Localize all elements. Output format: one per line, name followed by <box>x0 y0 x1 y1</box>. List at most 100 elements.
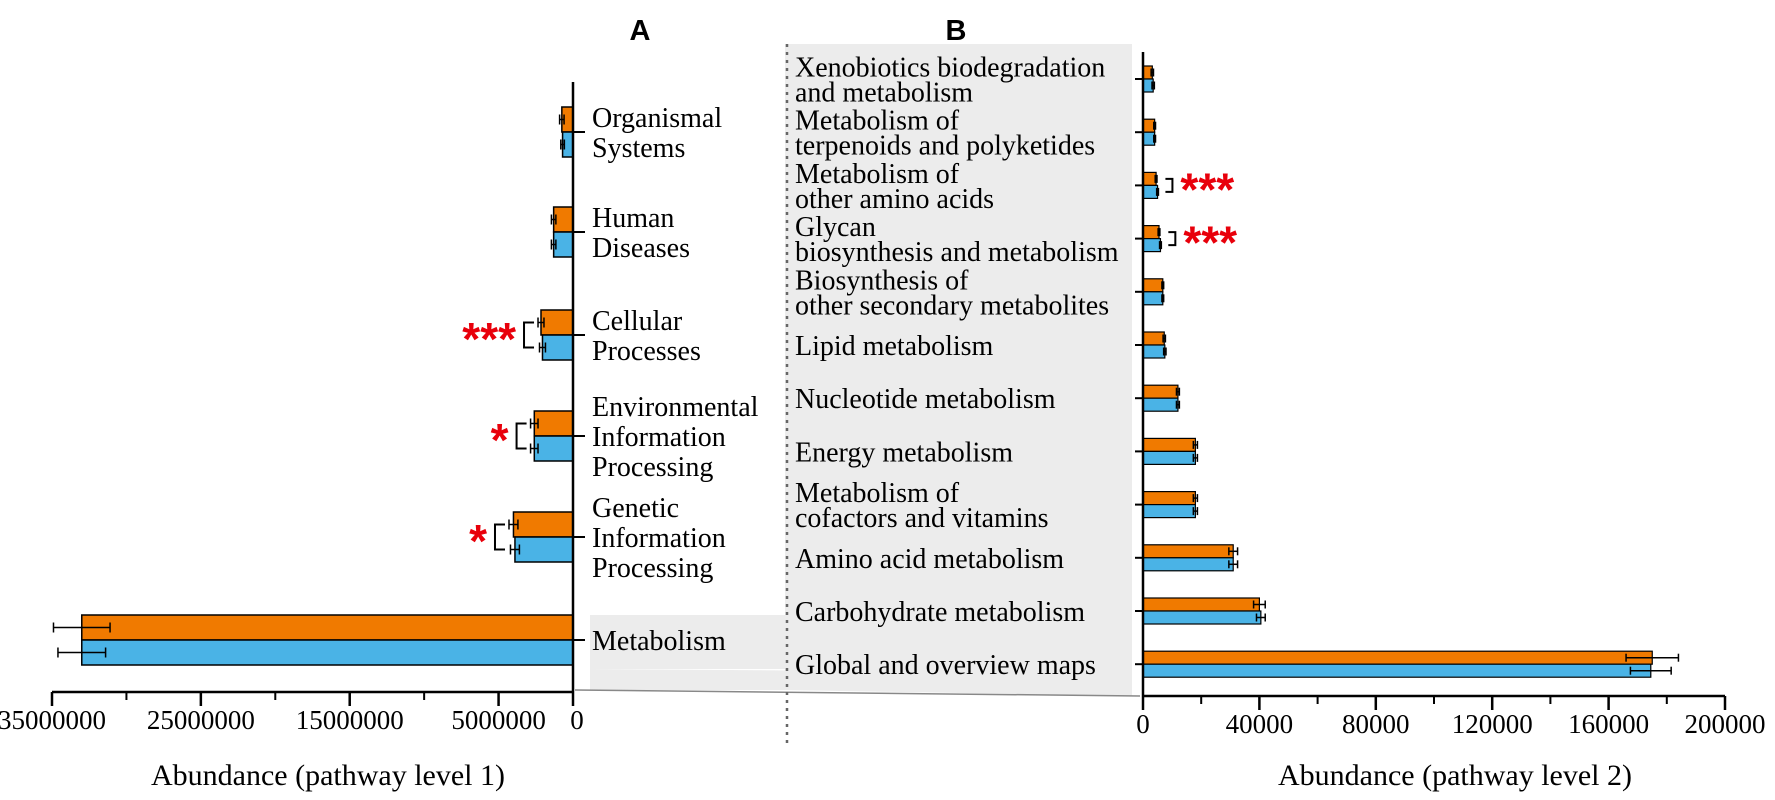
bar-b-series2 <box>1142 397 1179 412</box>
x-tick-label-b: 0 <box>1136 709 1150 739</box>
x-axis-title-b: Abundance (pathway level 2) <box>1278 759 1632 792</box>
x-axis-title-a: Abundance (pathway level 1) <box>151 759 505 792</box>
panel-label-b: B <box>946 15 967 47</box>
category-label-a: Organismal Systems <box>592 103 722 164</box>
significance-marker-a: * <box>469 515 487 567</box>
category-label-a-line: Information <box>592 523 726 554</box>
category-label-a: Genetic Information Processing <box>592 493 726 584</box>
category-label-a-line: Human <box>592 203 674 234</box>
category-label-b-line: Metabolism of <box>795 106 960 137</box>
x-tick-label-b: 80000 <box>1342 709 1410 739</box>
bar-b-series2 <box>1142 450 1196 465</box>
x-tick-label-a: 0 <box>570 705 584 735</box>
metabolism-label-shading <box>590 615 785 669</box>
x-tick-label-b: 40000 <box>1226 709 1294 739</box>
bar-a-series2 <box>81 639 574 666</box>
category-label-b: Glycan biosynthesis and metabolism <box>795 212 1119 268</box>
category-label-b: Energy metabolism <box>795 437 1013 468</box>
significance-bracket-b <box>1168 231 1177 247</box>
category-label-a-line: Cellular <box>592 306 683 337</box>
bar-b-series2 <box>1142 557 1234 572</box>
category-label-b-line: terpenoids and polyketides <box>795 131 1095 162</box>
category-label-b-line: cofactors and vitamins <box>795 503 1048 534</box>
x-tick-label-a: 15000000 <box>296 705 404 735</box>
category-label-b-line: Energy metabolism <box>795 437 1013 468</box>
category-label-b-line: Lipid metabolism <box>795 331 994 362</box>
panel-label-a: A <box>630 15 651 47</box>
category-label-b-line: Metabolism of <box>795 159 960 190</box>
x-tick-label-a: 35000000 <box>0 705 106 735</box>
bar-b-series1 <box>1142 278 1164 293</box>
category-label-b-line: Nucleotide metabolism <box>795 384 1056 415</box>
bar-a-series1 <box>512 511 574 538</box>
category-label-b-line: biosynthesis and metabolism <box>795 237 1119 268</box>
bar-b-series2 <box>1142 238 1162 253</box>
category-label-b-line: Biosynthesis of <box>795 265 969 296</box>
metabolism-expansion-connector <box>590 669 1132 696</box>
panel-b-label-shading <box>785 44 1132 673</box>
bar-a-series1 <box>540 309 574 336</box>
bar-b-series1 <box>1142 225 1160 240</box>
significance-marker-a: * <box>491 414 509 466</box>
significance-bracket-a <box>493 523 505 551</box>
category-label-a-line: Systems <box>592 133 685 164</box>
category-label-b-line: Carbohydrate metabolism <box>795 597 1085 628</box>
bar-b-series1 <box>1142 437 1196 452</box>
category-label-b-line: Global and overview maps <box>795 650 1096 681</box>
category-label-b: Lipid metabolism <box>795 331 994 362</box>
category-label-a-line: Information <box>592 422 726 453</box>
significance-bracket-b <box>1165 177 1174 193</box>
category-label-a-line: Processes <box>592 336 701 367</box>
x-tick-label-a: 5000000 <box>451 705 546 735</box>
category-label-b-line: Amino acid metabolism <box>795 544 1064 575</box>
category-label-b: Metabolism of terpenoids and polyketides <box>795 106 1095 162</box>
category-label-b: Nucleotide metabolism <box>795 384 1056 415</box>
bar-b-series2 <box>1142 291 1164 306</box>
category-label-b: Metabolism of other amino acids <box>795 159 994 215</box>
bar-b-series2 <box>1142 344 1166 359</box>
bar-b-series1 <box>1142 384 1179 399</box>
category-label-a-line: Genetic <box>592 493 679 524</box>
category-label-b-line: and metabolism <box>795 78 973 109</box>
bar-b-series2 <box>1142 184 1159 199</box>
significance-marker-a: *** <box>462 313 516 365</box>
category-label-b-line: other secondary metabolites <box>795 290 1109 321</box>
category-label-b-line: Xenobiotics biodegradation <box>795 53 1105 84</box>
category-label-b-line: other amino acids <box>795 184 994 215</box>
category-label-b: Amino acid metabolism <box>795 544 1064 575</box>
significance-bracket-a <box>515 422 527 450</box>
category-label-a-line: Diseases <box>592 233 690 264</box>
significance-bracket-a <box>523 321 535 349</box>
bar-b-series1 <box>1142 171 1157 186</box>
category-label-a-line: Processing <box>592 553 713 584</box>
x-tick-label-b: 200000 <box>1685 709 1766 739</box>
x-tick-label-b: 160000 <box>1568 709 1649 739</box>
category-label-a-line: Processing <box>592 452 713 483</box>
category-label-b-line: Metabolism of <box>795 478 960 509</box>
bar-b-series1 <box>1142 331 1165 346</box>
bar-a-series2 <box>514 536 574 563</box>
category-label-a-line: Metabolism <box>592 626 726 657</box>
bar-b-series2 <box>1142 663 1652 678</box>
x-tick-label-a: 25000000 <box>147 705 255 735</box>
bar-b-series1 <box>1142 544 1234 559</box>
category-label-b: Global and overview maps <box>795 650 1096 681</box>
bar-b-series1 <box>1142 491 1196 506</box>
category-label-b: Biosynthesis of other secondary metabolit… <box>795 265 1109 321</box>
bar-b-series2 <box>1142 131 1156 146</box>
panel-b-chart: Xenobiotics biodegradation and metabolism… <box>795 52 1766 739</box>
category-label-a-line: Organismal <box>592 103 722 134</box>
bar-b-series1 <box>1142 597 1261 612</box>
bar-b-series2 <box>1142 504 1196 519</box>
bar-a-series2 <box>533 435 574 462</box>
significance-marker-b: *** <box>1183 217 1237 269</box>
category-label-a-line: Environmental <box>592 392 759 423</box>
bar-b-series2 <box>1142 610 1262 625</box>
x-tick-label-b: 120000 <box>1452 709 1533 739</box>
bar-b-series1 <box>1142 650 1653 665</box>
significance-marker-b: *** <box>1180 163 1234 215</box>
category-label-b: Metabolism of cofactors and vitamins <box>795 478 1048 534</box>
category-label-a: Metabolism <box>592 626 726 657</box>
bar-a-series1 <box>533 410 574 437</box>
